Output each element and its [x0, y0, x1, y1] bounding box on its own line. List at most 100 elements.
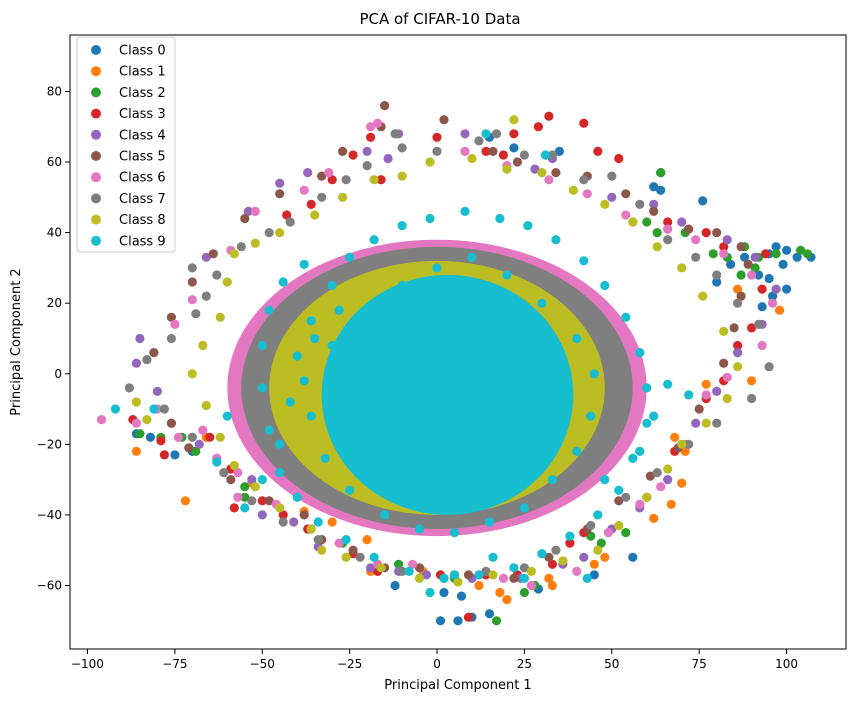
point-class-3-25 — [761, 249, 771, 259]
point-class-9-99 — [582, 573, 592, 584]
point-class-2-3 — [191, 446, 201, 456]
point-class-8-43 — [215, 312, 225, 322]
point-class-6-25 — [747, 270, 757, 280]
point-class-5-28 — [512, 157, 523, 167]
plot-frame — [69, 34, 847, 650]
point-class-5-33 — [338, 146, 348, 156]
point-class-8-7 — [425, 157, 435, 167]
legend-label-class-6: Class 6 — [119, 171, 166, 186]
point-class-9-9 — [306, 316, 316, 326]
point-class-0-34 — [509, 143, 519, 153]
point-class-4-38 — [243, 206, 253, 216]
point-class-6-40 — [187, 295, 197, 305]
point-class-8-25 — [614, 520, 624, 531]
point-class-8-2 — [275, 228, 285, 238]
point-class-0-31 — [649, 182, 659, 192]
point-class-5-37 — [208, 249, 218, 259]
point-class-9-18 — [551, 235, 561, 245]
point-class-9-50 — [502, 270, 512, 280]
point-class-0-8 — [484, 609, 495, 619]
x-tick-label-5: 25 — [517, 657, 532, 671]
point-class-3-26 — [719, 242, 729, 252]
point-class-1-25 — [733, 284, 743, 294]
point-class-3-1 — [156, 436, 166, 446]
point-class-9-59 — [449, 528, 460, 538]
point-class-7-25 — [712, 270, 722, 280]
point-class-9-23 — [642, 383, 652, 393]
point-class-0-16 — [740, 252, 750, 262]
y-tick-label-3: 0 — [54, 367, 62, 381]
point-class-8-21 — [701, 418, 711, 428]
point-class-9-57 — [519, 503, 530, 513]
point-class-6-28 — [663, 224, 673, 234]
point-class-0-18 — [771, 242, 781, 252]
point-class-9-106 — [684, 390, 694, 400]
x-tick-label-4: 0 — [433, 657, 441, 671]
point-class-1-5 — [327, 517, 337, 527]
point-class-0-5 — [435, 616, 446, 626]
point-class-9-24 — [642, 418, 652, 428]
point-class-7-36 — [519, 563, 530, 573]
point-class-0-28 — [698, 196, 708, 206]
point-class-3-27 — [701, 228, 711, 238]
point-class-2-25 — [796, 245, 806, 255]
point-class-7-15 — [432, 146, 442, 156]
point-class-3-31 — [579, 118, 589, 128]
point-class-9-67 — [334, 305, 344, 315]
point-class-1-15 — [589, 559, 599, 569]
point-class-3-42 — [306, 199, 316, 209]
point-class-1-1 — [131, 446, 141, 456]
point-class-6-26 — [719, 249, 729, 259]
point-class-1-18 — [666, 499, 676, 509]
point-class-7-46 — [159, 404, 169, 414]
point-class-3-43 — [282, 210, 292, 220]
point-class-9-35 — [341, 535, 351, 545]
point-class-7-44 — [219, 468, 229, 478]
point-class-9-42 — [264, 305, 274, 315]
point-class-9-49 — [467, 252, 477, 262]
point-class-8-17 — [698, 291, 708, 301]
point-class-9-60 — [414, 524, 425, 534]
point-class-9-21 — [621, 312, 631, 322]
point-class-9-58 — [484, 517, 495, 527]
point-class-2-12 — [586, 531, 596, 541]
point-class-1-23 — [747, 376, 757, 386]
point-class-9-51 — [537, 298, 547, 308]
point-class-8-4 — [338, 192, 348, 202]
point-class-2-16 — [642, 217, 652, 227]
point-class-9-27 — [593, 510, 603, 520]
point-class-5-29 — [488, 146, 498, 156]
y-axis: −60 −40 −20 0 20 40 60 80 — [37, 84, 70, 592]
point-class-4-25 — [750, 252, 760, 262]
point-class-8-29 — [488, 570, 498, 580]
point-class-3-12 — [463, 612, 474, 622]
point-class-6-36 — [324, 168, 334, 178]
point-class-8-3 — [310, 210, 320, 220]
point-class-9-2 — [212, 457, 222, 467]
point-class-5-2 — [226, 475, 236, 485]
point-class-8-9 — [502, 164, 512, 174]
point-class-1-0 — [180, 496, 190, 506]
legend-marker-class-9 — [91, 235, 101, 246]
point-class-8-42 — [198, 340, 208, 351]
point-class-7-42 — [278, 517, 288, 527]
point-class-7-10 — [317, 192, 327, 202]
point-class-8-16 — [677, 263, 687, 273]
point-class-9-5 — [257, 475, 267, 485]
point-class-5-4 — [299, 510, 309, 520]
point-class-8-15 — [652, 242, 662, 252]
point-class-6-12 — [408, 559, 418, 569]
x-tick-label-0: −100 — [71, 657, 104, 671]
point-class-9-36 — [313, 517, 323, 527]
point-class-3-40 — [376, 175, 386, 185]
point-class-3-29 — [614, 153, 624, 164]
y-tick-label-0: −60 — [37, 578, 62, 592]
point-class-3-39 — [348, 150, 358, 160]
point-class-4-22 — [733, 348, 743, 358]
point-class-9-94 — [425, 587, 435, 598]
point-class-1-24 — [775, 305, 785, 315]
point-class-8-5 — [369, 175, 379, 185]
x-tick-label-6: 50 — [604, 657, 619, 671]
point-class-0-15 — [726, 259, 736, 269]
point-class-1-13 — [544, 573, 554, 584]
